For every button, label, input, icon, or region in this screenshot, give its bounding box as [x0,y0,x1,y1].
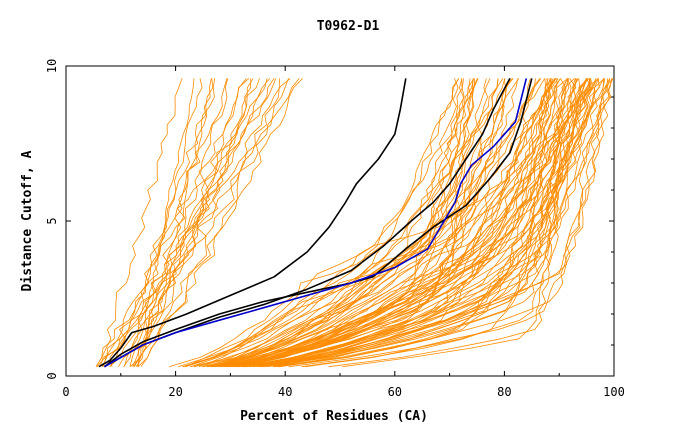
background-model-curve [99,78,275,367]
background-model-curve [214,78,561,368]
background-model-curve [123,78,203,367]
background-model-curve [124,78,195,367]
x-tick-label: 80 [497,385,511,399]
highlight-curve-blue [104,78,528,368]
background-model-curve [137,78,289,367]
background-model-curve [257,78,600,368]
background-model-curve [212,78,513,368]
background-model-curve [140,78,303,367]
background-model-curve [193,78,552,368]
background-model-curve [226,78,579,368]
background-model-curve [95,78,250,367]
background-model-curve [278,78,614,368]
background-model-curve [230,78,479,368]
background-model-curve [267,78,559,368]
background-model-curve [229,78,464,368]
background-model-curve [238,78,578,368]
x-tick-label: 20 [168,385,182,399]
background-model-curve [227,78,553,368]
background-model-curve [137,78,214,367]
background-model-curve [132,78,229,367]
background-model-curve [227,78,575,368]
background-model-curve [342,78,572,368]
x-tick-label: 60 [388,385,402,399]
background-model-curve [244,78,577,368]
background-model-curve [182,78,459,368]
background-model-curve [248,78,612,368]
background-model-curve [221,78,577,368]
background-model-curve [238,78,557,368]
x-axis-label: Percent of Residues (CA) [240,409,428,424]
background-model-curve [96,78,300,367]
background-model-curve [235,78,568,368]
background-model-curve [134,78,291,367]
background-model-curve [95,78,183,367]
highlighted-model-curves [98,78,533,368]
background-model-curve [241,78,591,368]
background-model-curve [253,78,536,368]
background-model-curve [264,78,594,368]
background-model-curve [237,78,475,368]
x-tick-label: 100 [603,385,625,399]
background-model-curve [259,78,577,368]
x-tick-label: 40 [278,385,292,399]
background-model-curve [103,78,228,367]
background-model-curve [118,78,281,367]
background-model-curve [222,78,570,368]
background-model-curve [274,78,605,368]
background-model-curves [95,78,614,368]
y-tick-label: 10 [45,59,59,73]
background-model-curve [190,78,491,368]
background-model-curve [206,78,556,368]
background-model-curve [227,78,605,368]
background-model-curve [260,78,590,368]
background-model-curve [210,78,592,368]
background-model-curve [259,78,566,368]
background-model-curve [201,78,554,368]
background-model-curve [241,78,552,368]
background-model-curve [246,78,611,368]
background-model-curve [109,78,268,368]
background-model-curve [224,78,570,368]
highlight-curve-black [98,78,407,368]
x-tick-label: 0 [62,385,69,399]
background-model-curve [278,78,581,368]
background-model-curve [206,78,587,368]
background-model-curve [168,78,506,368]
background-model-curve [250,78,606,368]
background-model-curve [233,78,551,368]
background-model-curve [129,78,247,368]
chart-title: T0962-D1 [317,19,380,34]
background-model-curve [301,78,587,368]
y-tick-label: 0 [45,372,59,379]
background-model-curve [243,78,514,368]
background-model-curve [185,78,474,368]
background-model-curve [109,78,260,367]
y-axis-label: Distance Cutoff, A [20,150,35,291]
background-model-curve [277,78,597,368]
background-model-curve [242,78,568,368]
background-model-curve [133,78,252,367]
axes: 0 20 40 60 80 100 0 5 10 [45,59,625,399]
y-tick-label: 5 [45,217,59,224]
